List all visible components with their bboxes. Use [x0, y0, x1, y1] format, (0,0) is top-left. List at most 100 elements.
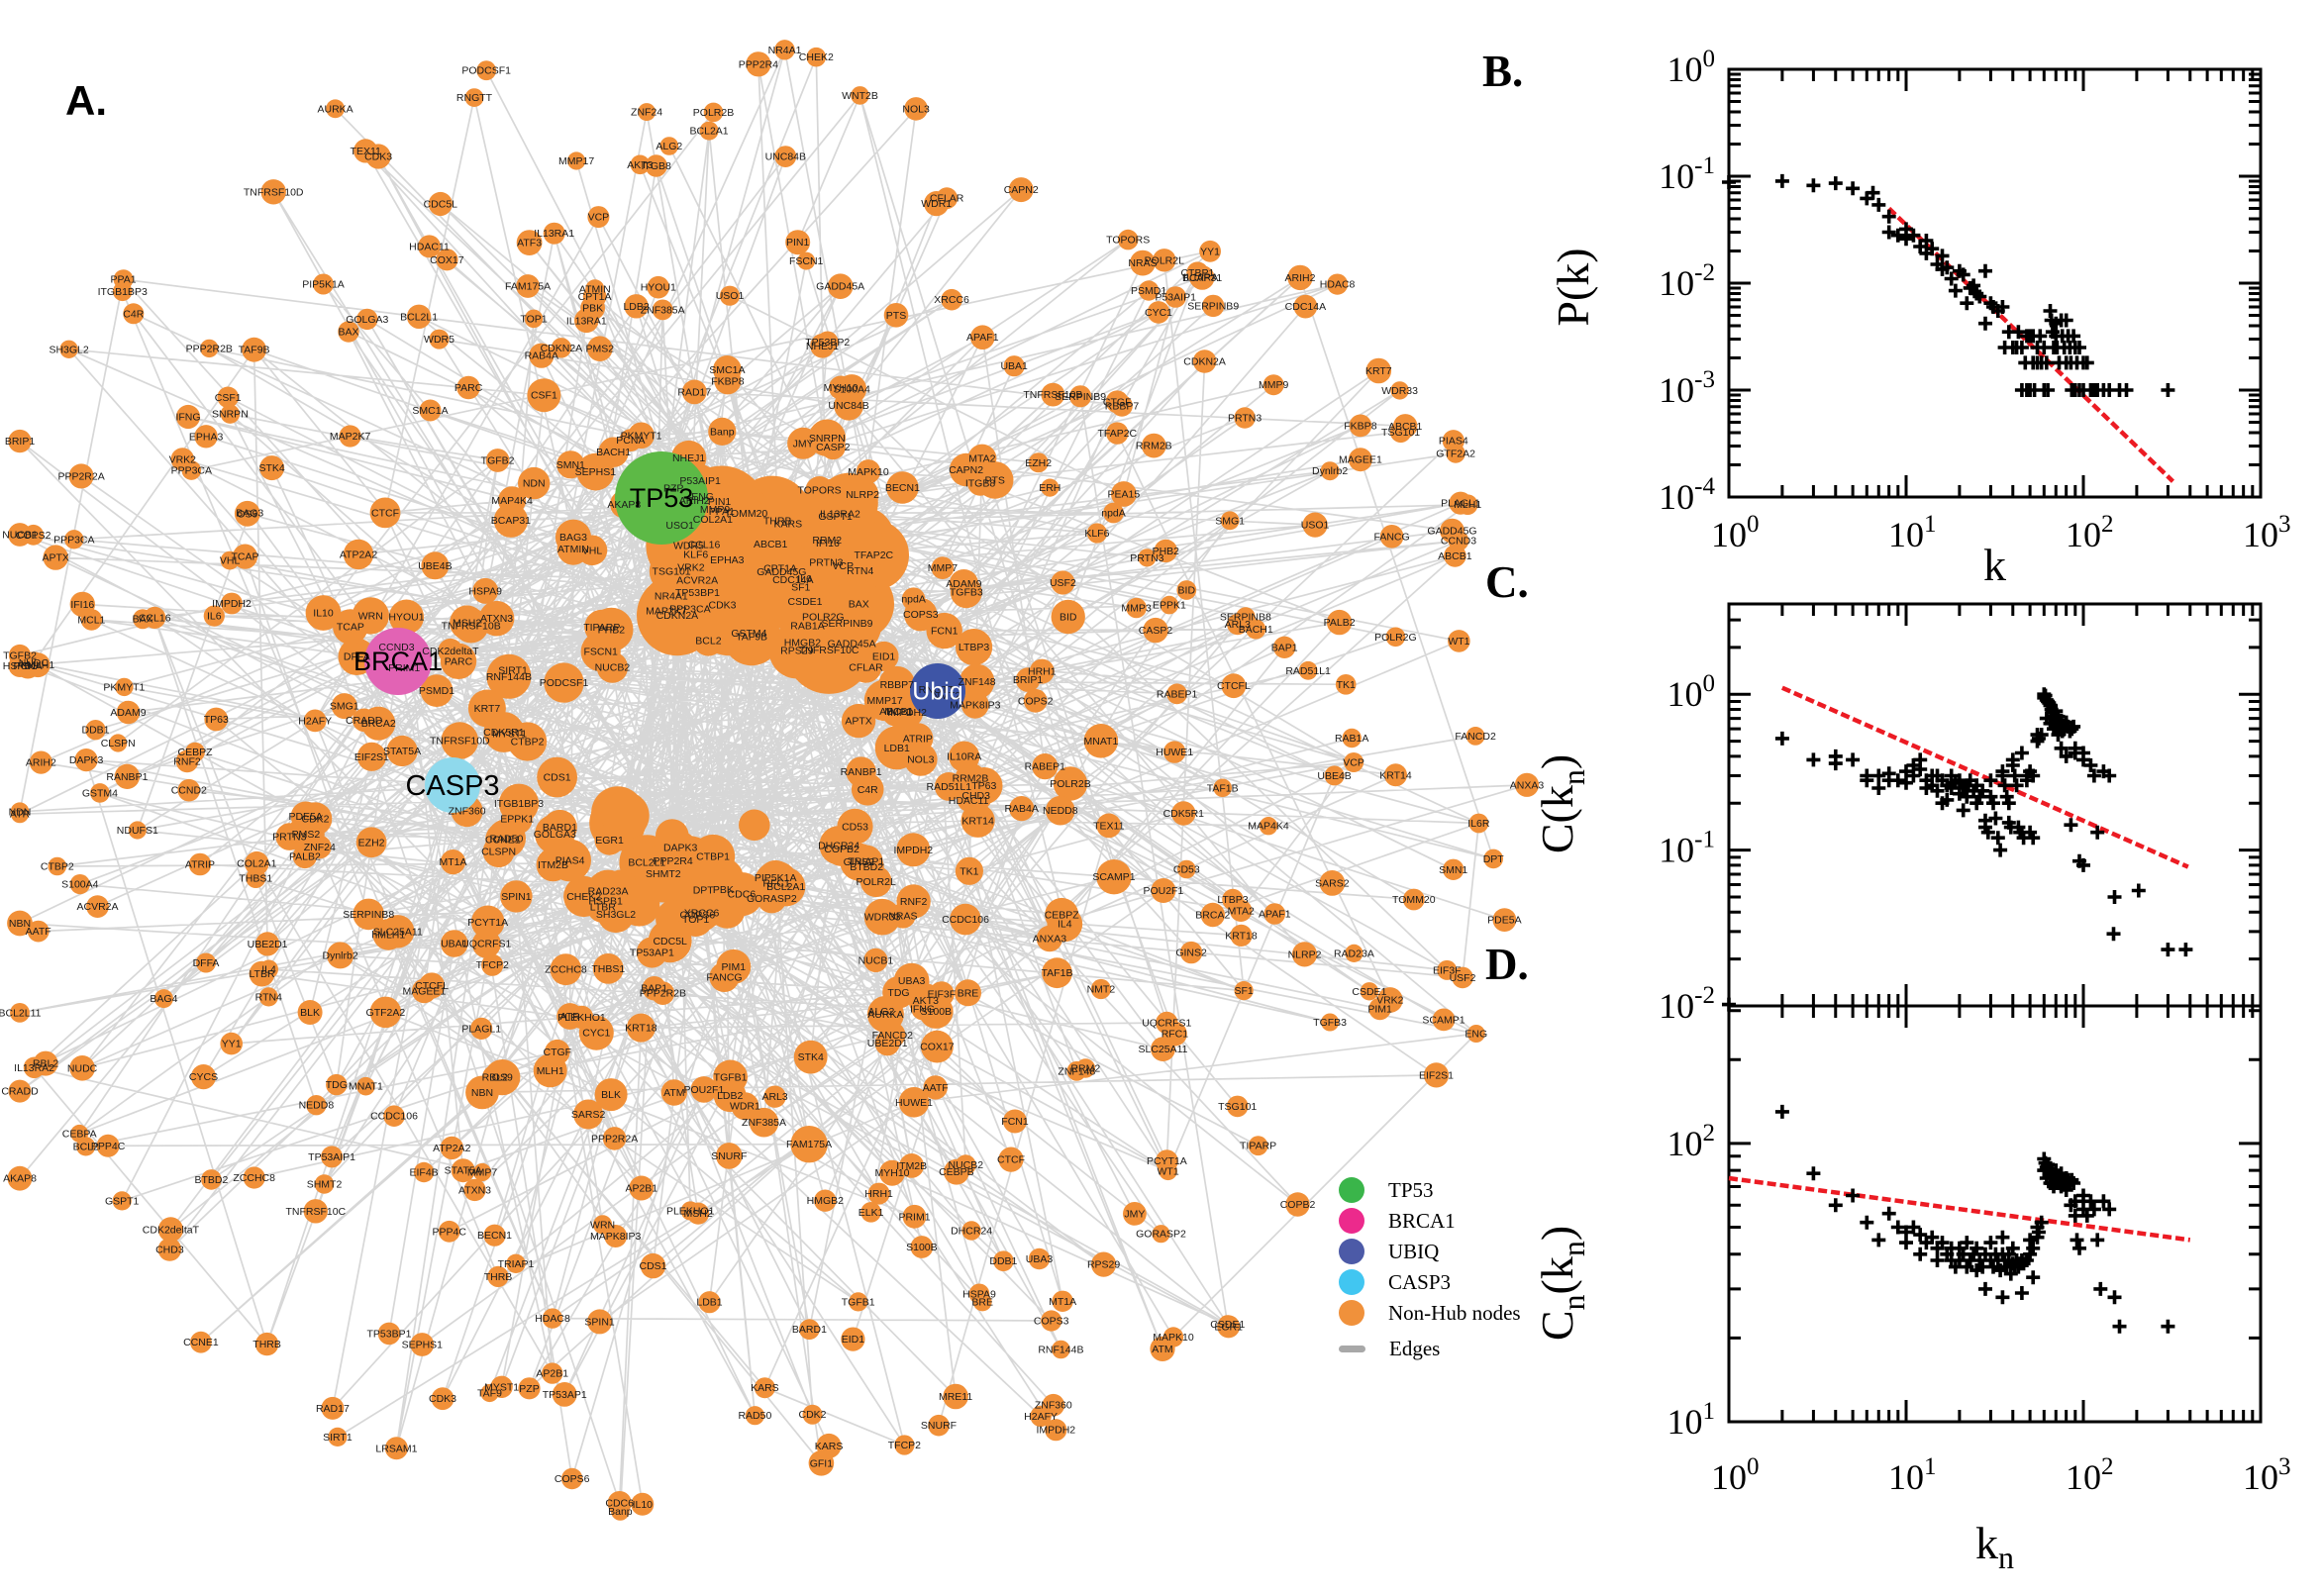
network-node — [1111, 481, 1137, 507]
gene-label: UBA1 — [441, 939, 468, 950]
network-node — [74, 748, 98, 772]
network-node — [1086, 523, 1107, 544]
gene-label: GORASP2 — [747, 893, 797, 905]
network-node — [587, 336, 613, 362]
gene-label: HDAC8 — [535, 1313, 570, 1325]
gene-label: NOL3 — [907, 754, 935, 766]
gene-label: HUWE1 — [1156, 747, 1193, 758]
network-node — [506, 1253, 526, 1274]
gene-label: KRT14 — [961, 815, 994, 827]
gene-label: VCP — [1343, 757, 1364, 769]
gene-label: DAPK3 — [663, 843, 698, 854]
hub-label-brca1: BRCA1 — [354, 647, 443, 676]
network-node — [959, 663, 995, 700]
gene-label: IL13RA1 — [566, 315, 607, 327]
network-node — [604, 1225, 628, 1247]
gene-label: AATF — [923, 1082, 949, 1094]
gene-label: ATR — [10, 809, 31, 821]
gene-label: ITGB8 — [965, 477, 996, 489]
network-node — [569, 1005, 594, 1030]
network-node — [1222, 888, 1244, 911]
gene-label: GINS2 — [844, 856, 875, 868]
gene-label: TP63 — [204, 714, 229, 726]
network-node — [80, 609, 103, 631]
network-node — [343, 539, 374, 570]
gene-label: EIF3F — [1433, 964, 1462, 976]
gene-label: RANBP1 — [106, 771, 148, 783]
tick-label: 102 — [1667, 1120, 1716, 1163]
gene-label: MCL1 — [884, 706, 912, 718]
gene-label: RBL2 — [482, 1072, 508, 1084]
gene-label: TP53AIP1 — [308, 1151, 355, 1163]
gene-label: ATRIP — [185, 859, 215, 871]
network-node — [703, 102, 724, 123]
plot-ticks — [1727, 67, 2263, 499]
network-node — [923, 1075, 948, 1100]
gene-label: CTBP1 — [1180, 267, 1214, 279]
gene-label: COPB2 — [824, 844, 859, 855]
gene-label: MNAT1 — [349, 1081, 383, 1093]
gene-label: ZNF24 — [631, 107, 662, 119]
network-node — [1106, 422, 1129, 445]
gene-label: SF1 — [791, 582, 810, 594]
gene-label: RABEP1 — [1157, 688, 1198, 700]
gene-label: CFLAR — [849, 661, 883, 673]
tick-label: 101 — [1888, 511, 1937, 554]
network-node — [492, 717, 527, 750]
network-node — [220, 404, 241, 424]
network-node — [728, 495, 764, 532]
gene-label: HYOU1 — [388, 612, 424, 624]
gene-label: PHB2 — [1153, 546, 1180, 557]
network-node — [910, 1236, 934, 1258]
gene-label: ENG — [1464, 1029, 1487, 1041]
network-node — [524, 309, 544, 329]
gene-label: CDS1 — [639, 1260, 666, 1272]
network-node — [7, 1165, 33, 1191]
network-nodes-layer — [7, 40, 1540, 1521]
gene-label: PMS2 — [586, 344, 615, 355]
network-node — [1138, 280, 1160, 301]
gene-label: SEPHS1 — [575, 466, 617, 478]
network-node — [116, 700, 141, 725]
gene-label: PTS — [984, 474, 1004, 486]
network-node — [955, 1154, 976, 1176]
gene-label: LTBR — [249, 968, 274, 980]
gene-label: GTF2A2 — [1436, 449, 1475, 460]
gene-label: HSPA9 — [468, 585, 502, 597]
gene-label: FANCD2 — [872, 1030, 914, 1042]
gene-label: SIRT1 — [498, 665, 528, 677]
network-node — [181, 460, 202, 480]
gene-label: ITGB8 — [642, 160, 672, 172]
network-node — [1324, 765, 1345, 786]
network-node — [327, 942, 354, 969]
gene-label: ZNF360 — [1035, 1400, 1072, 1412]
network-node — [259, 959, 278, 979]
network-node — [1041, 382, 1065, 407]
network-node — [33, 1050, 58, 1076]
network-node — [774, 146, 797, 168]
gene-label: CHD3 — [155, 1245, 184, 1256]
gene-label: EID1 — [872, 650, 896, 662]
gene-label: ATM — [663, 1087, 684, 1099]
gene-label: TOMM20 — [1392, 894, 1436, 906]
network-node — [1053, 766, 1088, 801]
network-node — [303, 709, 327, 733]
scatter-points — [1774, 1104, 2175, 1334]
network-node — [482, 836, 515, 868]
gene-label: BCL2A1 — [690, 126, 729, 138]
gene-label: EGR1 — [1214, 1321, 1243, 1333]
gene-label: Banp — [608, 1506, 633, 1518]
network-node — [59, 340, 78, 358]
tick-label: 10-2 — [1659, 982, 1715, 1026]
gene-label: ZNF24 — [304, 842, 336, 853]
network-node — [1262, 374, 1284, 396]
hub-label-ubiq: Ubiq — [912, 678, 962, 706]
network-node — [470, 1017, 493, 1040]
gene-label: HSPB1 — [588, 896, 623, 908]
network-node — [464, 88, 484, 107]
gene-label: MLH1 — [537, 1065, 564, 1077]
gene-label: PARC — [445, 655, 473, 667]
network-node — [806, 47, 827, 67]
network-node — [1483, 848, 1503, 869]
